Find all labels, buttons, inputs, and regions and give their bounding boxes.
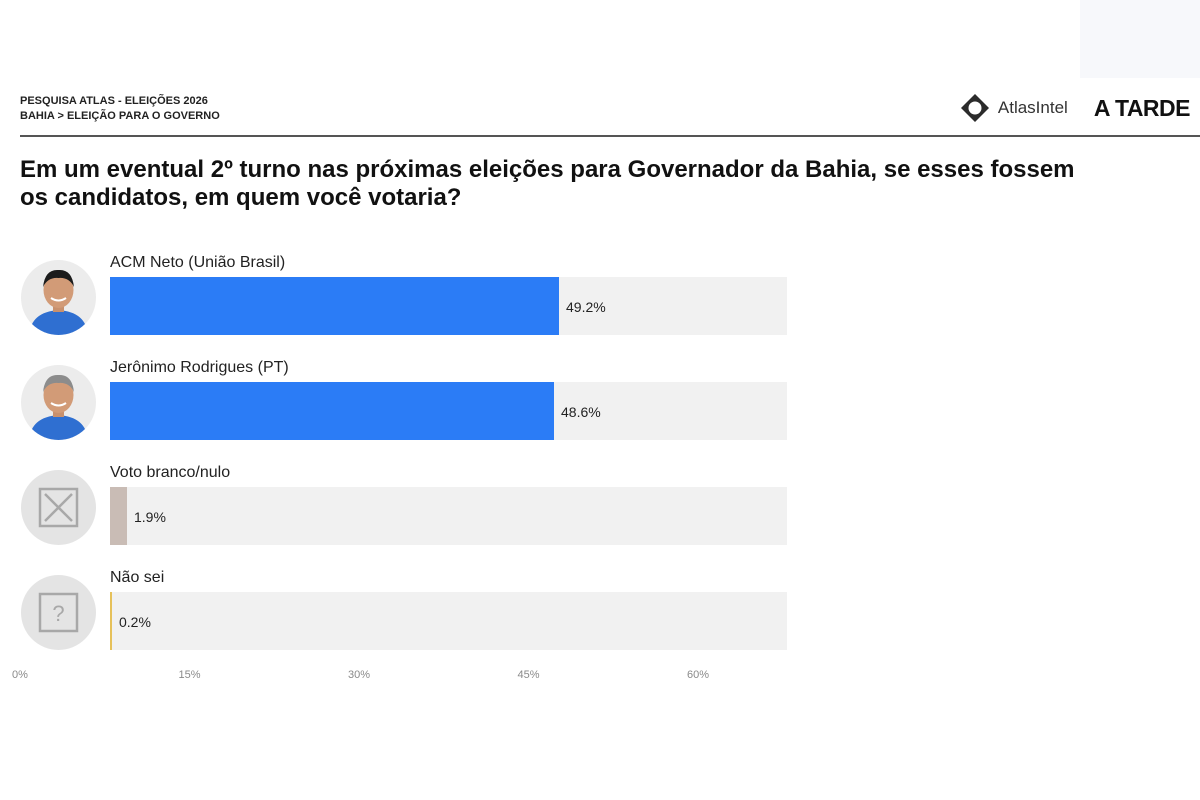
category-label: Voto branco/nulo bbox=[110, 464, 231, 481]
candidate-avatar bbox=[21, 260, 96, 335]
value-label: 49.2% bbox=[566, 299, 606, 315]
question-box-icon: ? bbox=[21, 575, 96, 650]
chart-row: Jerônimo Rodrigues (PT) 48.6% bbox=[0, 355, 800, 460]
header-divider bbox=[20, 135, 1200, 137]
x-tick-label: 45% bbox=[517, 669, 540, 681]
x-tick-label: 15% bbox=[178, 669, 201, 681]
breadcrumb: BAHIA > ELEIÇÃO PARA O GOVERNO bbox=[20, 110, 220, 122]
bar bbox=[110, 592, 112, 650]
bar-track bbox=[110, 487, 787, 545]
chart-row: Voto branco/nulo 1.9% bbox=[0, 460, 800, 565]
svg-text:?: ? bbox=[52, 601, 64, 626]
atlasintel-wordmark: AtlasIntel bbox=[997, 98, 1068, 117]
corner-patch bbox=[1080, 0, 1200, 78]
chart-row: ACM Neto (União Brasil) 49.2% bbox=[0, 250, 800, 355]
candidate-avatar bbox=[21, 365, 96, 440]
value-label: 48.6% bbox=[561, 404, 601, 420]
a-tarde-logo: A TARDE bbox=[1093, 94, 1191, 121]
category-label: Não sei bbox=[110, 569, 165, 586]
brand-logos: AtlasIntel A TARDE bbox=[960, 90, 1191, 126]
bar-track bbox=[110, 592, 787, 650]
x-tick-label: 30% bbox=[347, 669, 371, 681]
bar-track bbox=[110, 277, 787, 335]
header-meta: PESQUISA ATLAS - ELEIÇÕES 2026 BAHIA > E… bbox=[20, 94, 220, 124]
bar bbox=[110, 382, 554, 440]
x-box-icon bbox=[21, 470, 96, 545]
atlasintel-mark-icon bbox=[960, 94, 989, 122]
bar bbox=[110, 277, 559, 335]
chart-row: ? Não sei 0.2% bbox=[0, 565, 800, 670]
atlasintel-logo: AtlasIntel bbox=[960, 93, 1068, 123]
bar-chart: ACM Neto (União Brasil) 49.2% Jerônimo Rod… bbox=[0, 250, 1200, 700]
x-tick-label: 60% bbox=[686, 669, 710, 681]
value-label: 0.2% bbox=[119, 614, 151, 630]
category-label: Jerônimo Rodrigues (PT) bbox=[110, 359, 289, 376]
question-title: Em um eventual 2º turno nas próximas ele… bbox=[20, 156, 1075, 211]
category-label: ACM Neto (União Brasil) bbox=[110, 254, 286, 271]
bar-track bbox=[110, 382, 787, 440]
x-tick-label: 0% bbox=[12, 669, 28, 681]
bar bbox=[110, 487, 127, 545]
value-label: 1.9% bbox=[134, 509, 166, 525]
survey-title: PESQUISA ATLAS - ELEIÇÕES 2026 bbox=[20, 95, 208, 107]
